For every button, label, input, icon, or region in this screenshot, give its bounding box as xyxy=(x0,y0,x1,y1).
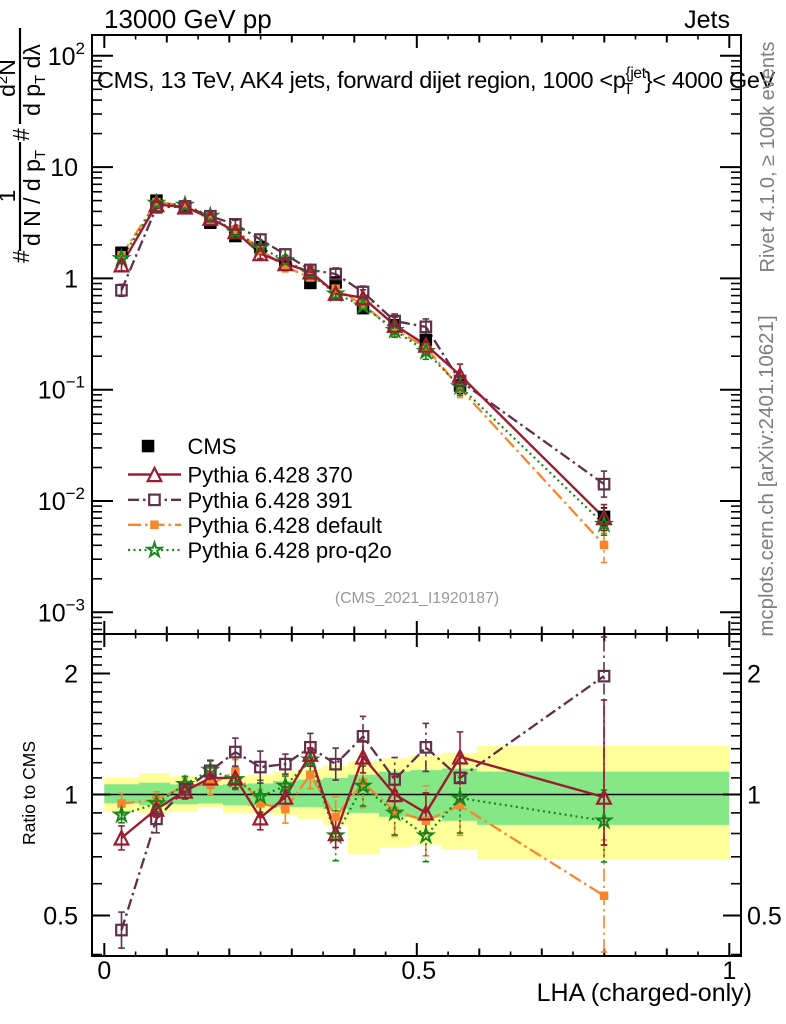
svg-text:LHA (charged-only): LHA (charged-only) xyxy=(537,979,752,1007)
svg-text:d2N: d2N xyxy=(0,59,20,97)
svg-text:1: 1 xyxy=(0,190,20,203)
svg-text:2: 2 xyxy=(747,661,761,689)
svg-text:Pythia 6.428 391: Pythia 6.428 391 xyxy=(188,488,353,513)
svg-text:0.5: 0.5 xyxy=(401,957,436,985)
svg-text:10: 10 xyxy=(50,154,78,182)
svg-text:d N / d pT: d N / d pT xyxy=(19,150,49,246)
svg-text:1: 1 xyxy=(722,957,736,985)
svg-text:#: # xyxy=(8,250,34,263)
svg-text:(CMS_2021_I1920187): (CMS_2021_I1920187) xyxy=(335,590,499,607)
svg-text:d pT dλ: d pT dλ xyxy=(19,44,49,116)
svg-text:CMS: CMS xyxy=(188,434,237,459)
svg-text:1: 1 xyxy=(747,782,761,810)
svg-text:Ratio to CMS: Ratio to CMS xyxy=(19,741,39,845)
svg-text:Jets: Jets xyxy=(684,6,730,34)
svg-text:1: 1 xyxy=(64,782,78,810)
svg-text:0.5: 0.5 xyxy=(43,903,78,931)
svg-text:0.5: 0.5 xyxy=(747,903,782,931)
svg-text:13000 GeV pp: 13000 GeV pp xyxy=(104,4,272,34)
svg-text:Pythia 6.428 default: Pythia 6.428 default xyxy=(188,513,382,538)
svg-text:#: # xyxy=(8,128,34,141)
svg-text:1: 1 xyxy=(64,265,78,293)
svg-text:Rivet 4.1.0, ≥ 100k events: Rivet 4.1.0, ≥ 100k events xyxy=(757,41,779,272)
svg-text:2: 2 xyxy=(64,661,78,689)
svg-text:Pythia 6.428 370: Pythia 6.428 370 xyxy=(188,463,353,488)
svg-text:10−3: 10−3 xyxy=(38,595,85,627)
svg-text:CMS, 13 TeV, AK4 jets, forward: CMS, 13 TeV, AK4 jets, forward dijet reg… xyxy=(97,65,776,98)
svg-text:0: 0 xyxy=(97,957,111,985)
svg-text:mcplots.cern.ch [arXiv:2401.10: mcplots.cern.ch [arXiv:2401.10621] xyxy=(755,315,778,636)
svg-text:Pythia 6.428 pro-q2o: Pythia 6.428 pro-q2o xyxy=(188,538,392,563)
